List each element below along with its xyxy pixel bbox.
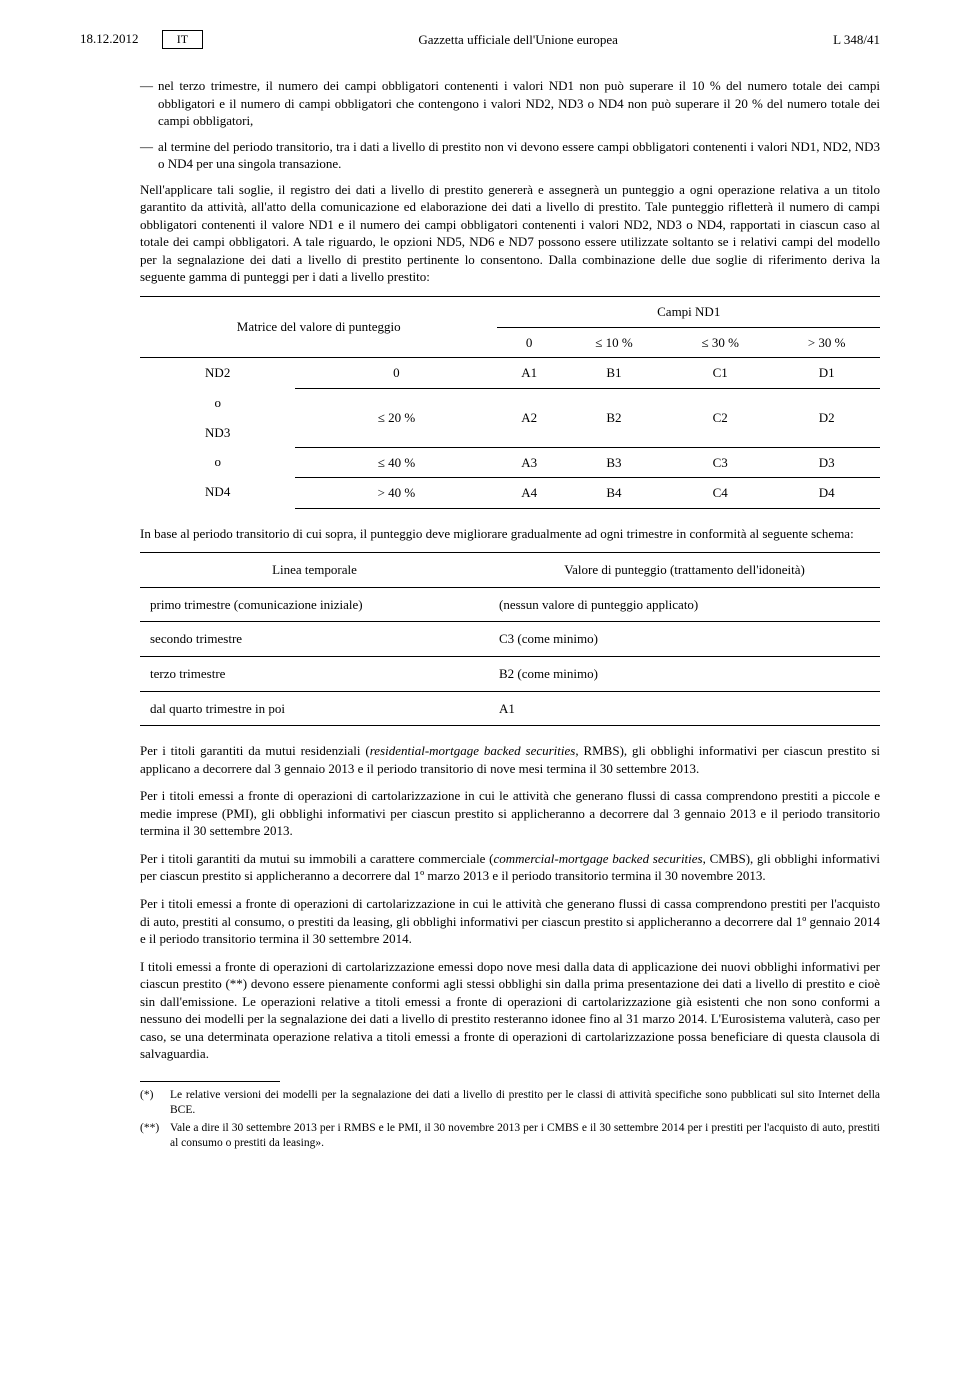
row-label: ≤ 20 %	[295, 388, 497, 447]
matrix-cell: C3	[667, 447, 773, 478]
matrix-cell: C1	[667, 358, 773, 389]
footnote: (**) Vale a dire il 30 settembre 2013 pe…	[140, 1121, 880, 1151]
header-date: 18.12.2012 IT	[80, 30, 203, 49]
paragraph: Per i titoli emessi a fronte di operazio…	[140, 787, 880, 840]
timeline-cell: C3 (come minimo)	[489, 622, 880, 657]
row-label: > 40 %	[295, 478, 497, 509]
timeline-cell: secondo trimestre	[140, 622, 489, 657]
dash-icon: —	[140, 77, 158, 130]
matrix-cell: A1	[497, 358, 560, 389]
timeline-table: Linea temporale Valore di punteggio (tra…	[140, 552, 880, 726]
timeline-cell: terzo trimestre	[140, 657, 489, 692]
col-label: ≤ 10 %	[561, 327, 667, 358]
matrix-cell: A3	[497, 447, 560, 478]
timeline-header: Linea temporale	[140, 553, 489, 588]
footnote-mark: (*)	[140, 1088, 170, 1118]
footnote-text: Vale a dire il 30 settembre 2013 per i R…	[170, 1121, 880, 1151]
score-matrix-table: Matrice del valore di punteggio Campi ND…	[140, 296, 880, 509]
timeline-cell: B2 (come minimo)	[489, 657, 880, 692]
matrix-cell: D2	[773, 388, 880, 447]
col-label: 0	[497, 327, 560, 358]
paragraph: Per i titoli emessi a fronte di operazio…	[140, 895, 880, 948]
matrix-cell: C4	[667, 478, 773, 509]
header-right: L 348/41	[833, 32, 880, 48]
paragraph: Per i titoli garantiti da mutui su immob…	[140, 850, 880, 885]
row-group-label: ND4	[140, 477, 295, 509]
row-label: 0	[295, 358, 497, 389]
dash-icon: —	[140, 138, 158, 173]
date-text: 18.12.2012	[80, 31, 139, 46]
matrix-cell: D3	[773, 447, 880, 478]
matrix-cell: B2	[561, 388, 667, 447]
footnote-mark: (**)	[140, 1121, 170, 1151]
dash-item: — al termine del periodo transitorio, tr…	[140, 138, 880, 173]
paragraph: Nell'applicare tali soglie, il registro …	[140, 181, 880, 286]
timeline-header: Valore di punteggio (trattamento dell'id…	[489, 553, 880, 588]
col-label: > 30 %	[773, 327, 880, 358]
matrix-cell: B4	[561, 478, 667, 509]
row-group-label: ND2	[140, 358, 295, 389]
running-header: 18.12.2012 IT Gazzetta ufficiale dell'Un…	[80, 30, 880, 49]
timeline-cell: A1	[489, 691, 880, 726]
row-group-label: ND3	[140, 418, 295, 448]
footnote-separator	[140, 1081, 280, 1082]
paragraph: I titoli emessi a fronte di operazioni d…	[140, 958, 880, 1063]
timeline-cell: dal quarto trimestre in poi	[140, 691, 489, 726]
bullet-text: nel terzo trimestre, il numero dei campi…	[158, 77, 880, 130]
matrix-top-header: Campi ND1	[497, 297, 880, 328]
col-label: ≤ 30 %	[667, 327, 773, 358]
matrix-cell: D4	[773, 478, 880, 509]
lang-box: IT	[162, 30, 203, 49]
footnotes: (*) Le relative versioni dei modelli per…	[140, 1088, 880, 1151]
timeline-cell: (nessun valore di punteggio applicato)	[489, 587, 880, 622]
matrix-cell: B3	[561, 447, 667, 478]
paragraph: Per i titoli garantiti da mutui residenz…	[140, 742, 880, 777]
footnote-text: Le relative versioni dei modelli per la …	[170, 1088, 880, 1118]
matrix-left-header: Matrice del valore di punteggio	[140, 297, 497, 358]
matrix-cell: D1	[773, 358, 880, 389]
matrix-cell: B1	[561, 358, 667, 389]
bullet-text: al termine del periodo transitorio, tra …	[158, 138, 880, 173]
matrix-cell: C2	[667, 388, 773, 447]
header-center: Gazzetta ufficiale dell'Unione europea	[203, 32, 833, 48]
footnote: (*) Le relative versioni dei modelli per…	[140, 1088, 880, 1118]
matrix-cell: A4	[497, 478, 560, 509]
matrix-cell: A2	[497, 388, 560, 447]
row-label: ≤ 40 %	[295, 447, 497, 478]
timeline-cell: primo trimestre (comunicazione iniziale)	[140, 587, 489, 622]
paragraph: In base al periodo transitorio di cui so…	[140, 525, 880, 543]
row-group-label: o	[140, 447, 295, 477]
dash-item: — nel terzo trimestre, il numero dei cam…	[140, 77, 880, 130]
row-group-label: o	[140, 388, 295, 418]
